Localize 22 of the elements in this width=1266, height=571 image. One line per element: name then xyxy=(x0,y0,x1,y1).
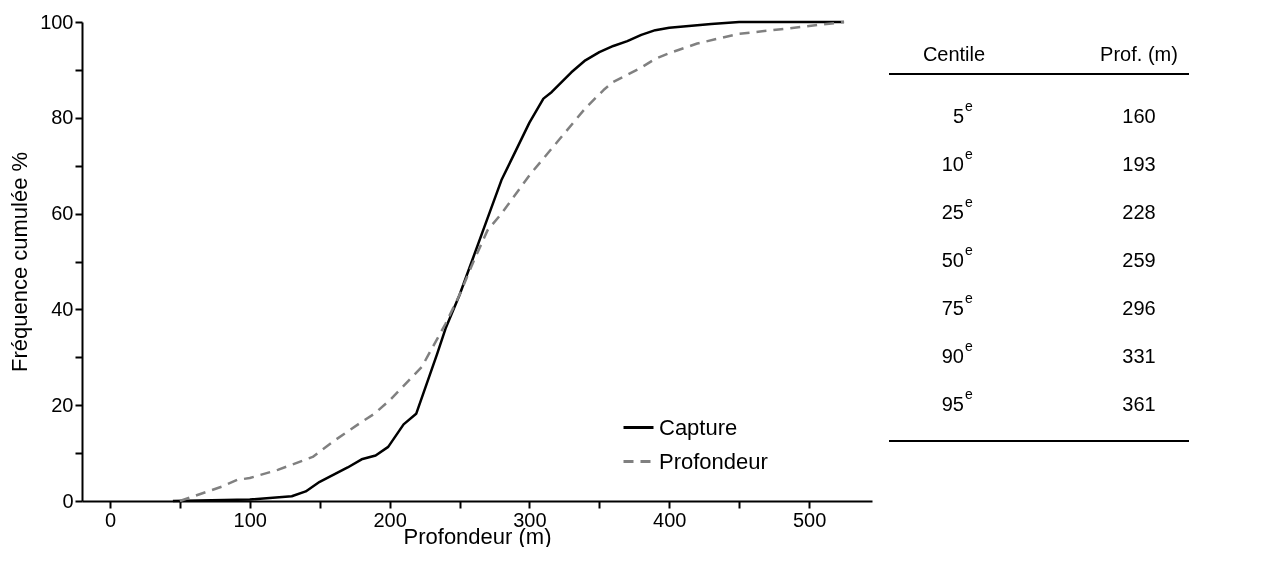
x-tick-label: 100 xyxy=(233,508,267,531)
y-tick-label: 60 xyxy=(51,202,74,225)
y-tick-label: 100 xyxy=(40,10,74,33)
legend-label: Capture xyxy=(659,414,738,440)
y-tick-label: 0 xyxy=(62,489,74,512)
text: Centile xyxy=(922,43,986,65)
data-label: 228 xyxy=(1122,201,1156,223)
x-tick-label: 0 xyxy=(104,508,117,531)
y-axis-title: Fréquence cumulée % xyxy=(7,151,33,373)
y-tick-label: 40 xyxy=(51,297,74,320)
text: Prof. (m) xyxy=(1100,43,1178,65)
data-label: 259 xyxy=(1122,249,1156,271)
data-label: 296 xyxy=(1122,297,1156,319)
data-label: 193 xyxy=(1122,153,1156,175)
data-label: 160 xyxy=(1122,105,1156,127)
data-label: 331 xyxy=(1122,345,1156,367)
y-tick-label: 20 xyxy=(51,393,74,416)
x-tick-label: 500 xyxy=(792,508,827,531)
x-tick-label: 400 xyxy=(653,508,687,531)
data-label: 361 xyxy=(1122,393,1156,415)
legend-label: Profondeur xyxy=(659,448,768,474)
y-tick-label: 80 xyxy=(51,106,74,129)
